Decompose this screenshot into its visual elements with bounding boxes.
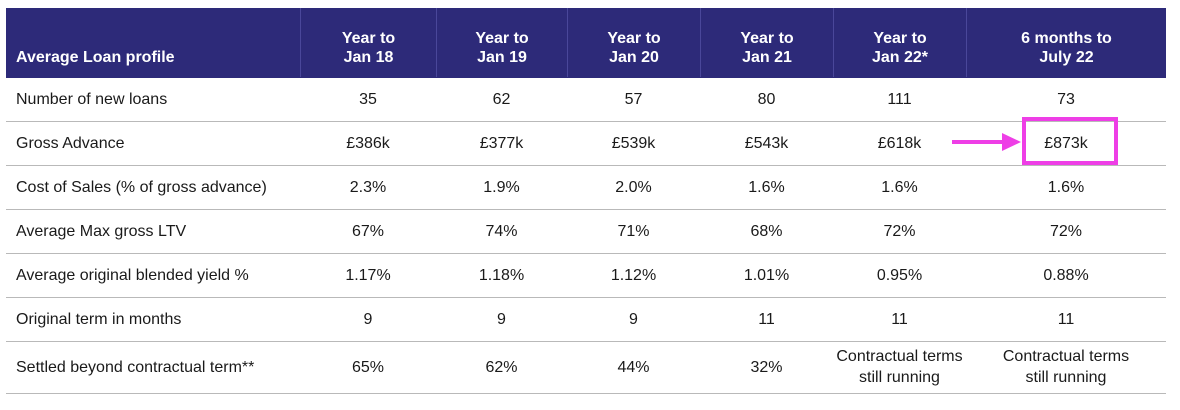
table-row: Settled beyond contractual term** 65% 62… [6,342,1166,394]
table-cell: £618k [877,135,922,152]
table-cell: 9 [629,311,638,328]
table-cell: 9 [497,311,506,328]
header-cell: Year to Jan 21 [700,8,833,77]
table-cell: 72% [1049,223,1083,240]
table-cell: 1.17% [345,267,391,284]
table-cell: 0.95% [876,267,923,284]
table-cell: 67% [351,223,385,240]
table-cell: 71% [617,223,650,240]
row-label: Average Max gross LTV [16,223,187,240]
table-cell: 9 [363,311,373,328]
header-cell: Average Loan profile [16,49,175,66]
table-row: Number of new loans 35 62 57 80 111 73 [6,78,1166,122]
table-cell: £386k [346,135,390,152]
table-row: Average Max gross LTV 67% 74% 71% 68% 72… [6,210,1166,254]
row-label: Cost of Sales (% of gross advance) [16,179,267,196]
table-cell: 0.88% [1043,267,1089,284]
table-cell: 1.12% [610,267,657,284]
header-cell: 6 months to July 22 [966,8,1166,77]
table-row: Gross Advance £386k £377k £539k £543k £6… [6,122,1166,166]
table-cell: 11 [891,311,908,328]
table-cell: £377k [479,135,524,152]
row-label: Settled beyond contractual term** [16,359,255,376]
table-cell: £539k [611,135,656,152]
table-row: Average original blended yield % 1.17% 1… [6,254,1166,298]
table-cell: 32% [750,359,783,376]
table-cell: 72% [883,223,916,240]
highlighted-cell: £873k [1044,135,1088,152]
highlight-box [1022,117,1118,165]
header-cell: Year to Jan 22* [833,8,966,77]
table-row: Original term in months 9 9 9 11 11 11 [6,298,1166,342]
table-cell: 1.18% [478,267,525,284]
table-cell: 2.0% [615,179,652,196]
table-cell: £543k [744,135,789,152]
table-cell: 62 [492,91,511,108]
row-label: Average original blended yield % [16,267,249,284]
table-cell: 111 [887,91,912,108]
table-cell: 80 [757,91,776,108]
table-cell: 65% [351,359,385,376]
table-cell: Contractual terms still running [1002,348,1130,386]
right-arrow-icon [952,133,1021,151]
table-cell: 1.9% [483,179,520,196]
table-cell: 1.6% [748,179,785,196]
table-cell: 11 [1057,311,1075,328]
table-cell: 68% [750,223,783,240]
header-cell: Year to Jan 20 [567,8,700,77]
row-label: Gross Advance [16,135,125,152]
loan-profile-table: Average Loan profile Year to Jan 18 Year… [6,8,1166,394]
table-cell: 1.6% [881,179,918,196]
table-cell: 44% [617,359,650,376]
table-cell: 73 [1057,91,1075,108]
table-cell: 57 [624,91,643,108]
row-label: Number of new loans [16,91,168,108]
header-cell: Year to Jan 19 [436,8,567,77]
table-cell: 35 [359,91,377,108]
table-cell: 62% [485,359,518,376]
table-cell: 1.6% [1047,179,1085,196]
table-header-row: Average Loan profile Year to Jan 18 Year… [6,8,1166,78]
table-cell: 74% [485,223,518,240]
table-cell: 1.01% [743,267,790,284]
header-cell: Year to Jan 18 [300,8,436,77]
row-label: Original term in months [16,311,182,328]
table-cell: Contractual terms still running [836,348,963,386]
table-cell: 2.3% [349,179,387,196]
table-cell: 11 [758,311,775,328]
table-row: Cost of Sales (% of gross advance) 2.3% … [6,166,1166,210]
